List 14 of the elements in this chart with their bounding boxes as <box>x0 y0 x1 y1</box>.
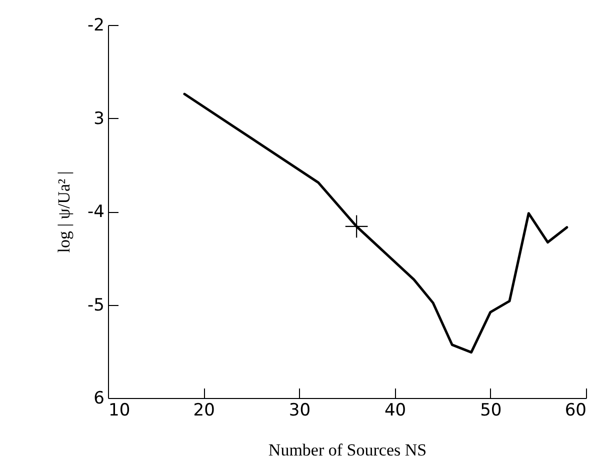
y-tick-label: -4 <box>88 202 104 222</box>
y-tick-label: 6 <box>94 388 104 408</box>
x-tick-label: 10 <box>108 400 130 420</box>
x-axis-title: Number of Sources NS <box>268 440 427 460</box>
x-tick-label: 60 <box>564 400 586 420</box>
y-tick-label: -2 <box>88 16 104 36</box>
y-axis-title: log | ψ/Ua² | <box>54 171 74 253</box>
x-tick-label: 50 <box>480 400 502 420</box>
x-tick-label: 20 <box>193 400 215 420</box>
line-series <box>183 92 568 354</box>
y-tick-label: -5 <box>88 295 104 316</box>
y-tick-label: 3 <box>94 108 104 129</box>
x-tick-label: 40 <box>384 400 406 420</box>
x-tick-label: 30 <box>288 400 311 420</box>
